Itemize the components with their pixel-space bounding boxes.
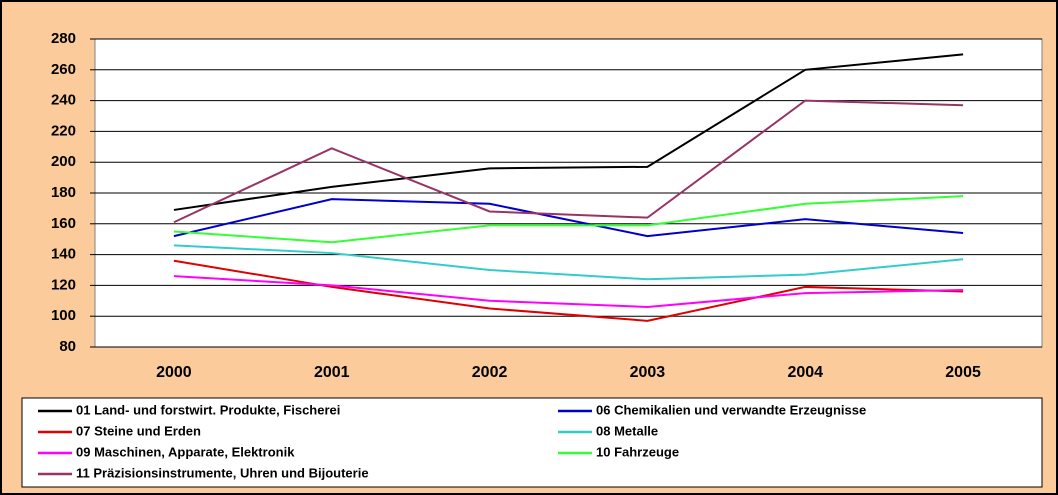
legend-label: 11 Präzisionsinstrumente, Uhren und Bijo… (76, 465, 369, 480)
x-tick-label: 2003 (630, 364, 666, 381)
y-tick-label: 80 (59, 338, 76, 355)
x-tick-label: 2000 (156, 364, 192, 381)
series-line (173, 53, 964, 211)
series-line (173, 275, 964, 308)
series-line (173, 99, 964, 224)
x-tick-label: 2001 (314, 364, 350, 381)
y-tick-label: 260 (51, 61, 76, 78)
legend-box (21, 397, 1043, 488)
legend-label: 06 Chemikalien und verwandte Erzeugnisse (596, 402, 866, 417)
legend-label: 01 Land- und forstwirt. Produkte, Fische… (76, 402, 340, 417)
legend-label: 09 Maschinen, Apparate, Elektronik (76, 444, 295, 459)
legend-label: 07 Steine und Erden (76, 423, 201, 438)
series-line (173, 198, 964, 238)
y-tick-label: 140 (51, 246, 76, 263)
y-tick-label: 180 (51, 184, 76, 201)
y-tick-label: 120 (51, 276, 76, 293)
y-tick-label: 280 (51, 30, 76, 47)
y-tick-label: 160 (51, 215, 76, 232)
x-tick-label: 2002 (472, 364, 508, 381)
y-tick-label: 200 (51, 153, 76, 170)
series-line (173, 244, 964, 281)
y-tick-label: 220 (51, 122, 76, 139)
legend-label: 08 Metalle (596, 423, 658, 438)
x-tick-label: 2005 (945, 364, 981, 381)
legend-label: 10 Fahrzeuge (596, 444, 679, 459)
y-tick-label: 100 (51, 307, 76, 324)
y-tick-label: 240 (51, 92, 76, 109)
series-line (173, 259, 964, 322)
x-tick-label: 2004 (787, 364, 823, 381)
series-line (173, 195, 964, 244)
